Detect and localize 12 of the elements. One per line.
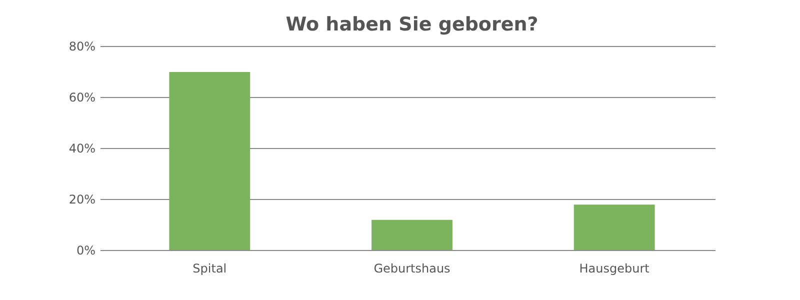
y-tick-label: 80% — [68, 40, 96, 54]
y-tick-label: 60% — [68, 90, 96, 104]
bar — [574, 204, 655, 250]
bar — [169, 72, 250, 250]
y-tick-label: 20% — [68, 192, 96, 206]
x-tick-label: Geburtshaus — [374, 262, 450, 276]
x-tick-label: Spital — [192, 262, 227, 276]
chart-title: Wo haben Sie geboren? — [286, 14, 538, 36]
x-tick-label: Hausgeburt — [579, 262, 650, 276]
y-tick-label: 40% — [68, 142, 96, 156]
y-tick-label: 0% — [76, 244, 96, 258]
bar — [372, 220, 452, 250]
